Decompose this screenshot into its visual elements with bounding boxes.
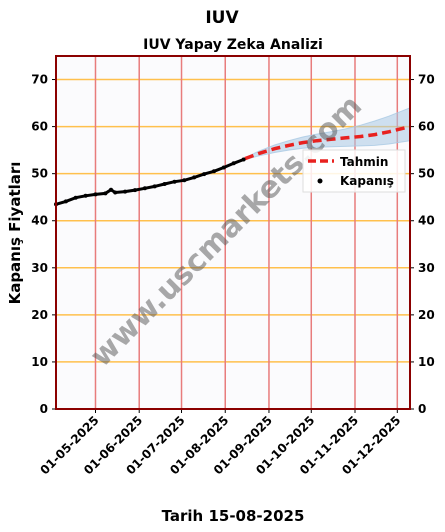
close-point [123, 189, 128, 194]
close-point [83, 193, 88, 198]
close-point [133, 188, 137, 193]
forecast-line [244, 124, 411, 161]
legend-close-label: Kapanış [340, 174, 394, 188]
close-point [172, 179, 177, 184]
close-point [152, 184, 157, 189]
close-point [202, 172, 207, 177]
y-tick-label-right: 60 [418, 120, 435, 134]
y-tick-label-left: 0 [40, 402, 48, 416]
y-tick-label-right: 0 [418, 402, 426, 416]
x-axis-label: Tarih 15-08-2025 [162, 507, 305, 525]
legend-forecast-label: Tahmin [340, 155, 388, 169]
close-point [231, 161, 236, 166]
close-point [73, 195, 78, 200]
y-tick-label-left: 40 [31, 214, 48, 228]
grid [56, 56, 410, 409]
close-point [162, 182, 167, 186]
close-point [192, 175, 197, 180]
forecast-series [244, 124, 411, 161]
y-tick-label-left: 20 [31, 308, 48, 322]
y-tick-label-left: 50 [31, 167, 48, 181]
y-tick-label-right: 10 [418, 355, 435, 369]
y-axis-label: Kapanış Fiyatları [6, 162, 24, 305]
y-tick-label-left: 60 [31, 120, 48, 134]
close-point [103, 191, 108, 196]
y-tick-label-right: 70 [418, 73, 435, 87]
plot-area [56, 56, 410, 409]
y-tick-label-right: 40 [418, 214, 435, 228]
close-point [142, 186, 147, 191]
chart-title: IUV [205, 8, 239, 28]
close-point [182, 178, 187, 183]
plot-frame [55, 55, 411, 410]
y-tick-label-right: 30 [418, 261, 435, 275]
close-point [212, 169, 216, 174]
close-point [113, 190, 118, 195]
y-tick-label-right: 50 [418, 167, 435, 181]
close-point [109, 187, 113, 192]
y-tick-label-left: 10 [31, 355, 48, 369]
legend-close-swatch [317, 178, 323, 184]
close-point [63, 199, 68, 204]
legend-box [302, 149, 406, 193]
close-point [93, 192, 98, 197]
y-tick-label-right: 20 [418, 308, 435, 322]
close-point [221, 165, 226, 170]
close-point [241, 157, 246, 162]
legend: Tahmin Kapanış [302, 149, 406, 193]
y-tick-label-left: 30 [31, 261, 48, 275]
chart-subtitle: IUV Yapay Zeka Analizi [143, 37, 323, 53]
y-tick-label-left: 70 [31, 73, 48, 87]
